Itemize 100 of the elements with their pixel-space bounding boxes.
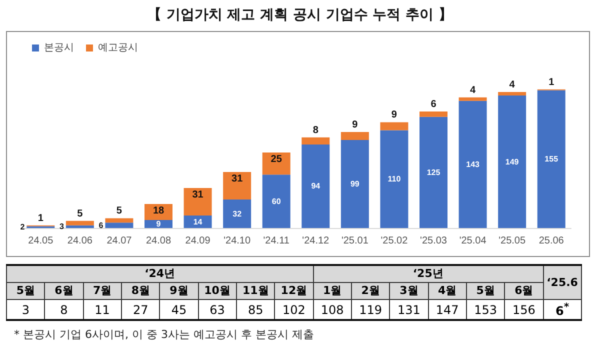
text: 45 [160,300,198,320]
text: 131 [390,300,428,320]
bar [498,96,526,228]
chart-title: 【 기업가치 제고 계획 공시 기업수 누적 추이 】 [146,6,454,24]
bar [105,218,134,223]
text: 6월 [44,282,84,300]
text: 102 [274,300,314,320]
bar [144,220,172,228]
text: 5월 [466,282,505,300]
data-label: 18 [152,206,164,216]
x-tick-label: 24.05 [28,236,54,246]
data-label: 14 [193,217,203,226]
text: 12월 [274,282,314,300]
text: 3월 [390,282,428,300]
x-tick-label: 24.09 [185,236,211,246]
bar [223,172,252,200]
data-label: 149 [505,157,520,166]
text: 3 [6,300,45,320]
data-label: 32 [232,209,242,218]
data-label: 5 [116,206,122,217]
bar [262,174,290,228]
text: 8월 [121,282,160,300]
bar [184,216,212,228]
text: 11 [83,300,122,320]
text: 5월 [6,282,45,300]
bar [380,130,408,228]
bar [184,188,212,216]
data-label: 5 [77,208,84,220]
x-tick-label: '24.10 [224,236,251,246]
bar [458,97,487,101]
data-label: 9 [352,120,358,130]
text: 11월 [236,282,275,300]
bar [537,90,566,228]
x-tick-label: '24.11 [263,236,290,246]
data-label: 143 [466,160,480,169]
x-tick-label: '25.01 [341,236,369,246]
text: 1월 [313,282,352,300]
text: * 본공시 기업 6사이며, 이 중 3사는 예고공시 후 본공시 제출 [14,327,314,342]
data-label: 110 [388,174,402,184]
bar [66,225,94,228]
legend-label: 예고공시 [98,42,138,54]
data-label: 3 [59,222,64,232]
text: 27 [121,300,160,320]
bar [498,92,526,96]
data-label: 9 [156,220,162,228]
bar [66,220,94,226]
data-label: 8 [312,124,319,136]
text: 9월 [160,282,198,300]
bar [223,200,252,228]
data-label: 31 [192,190,204,200]
text: 10월 [198,282,236,300]
data-label: 155 [544,154,559,164]
x-tick-label: '25.05 [498,236,526,246]
text: 153 [466,300,505,320]
data-label: 60 [272,196,282,206]
text: 85 [236,300,275,320]
text: 8 [44,300,84,320]
text: 156 [504,300,544,320]
bar [105,222,134,228]
data-label: 25 [270,154,282,165]
bar [302,137,330,144]
legend-label: 본공시 [44,42,74,54]
x-tick-label: 24.08 [146,236,172,246]
text: ‘25년 [313,265,544,282]
data-label: 2 [20,222,26,232]
text: 63 [198,300,236,320]
x-tick-label: 24.06 [67,236,93,246]
text: 119 [351,300,390,320]
x-tick-label: '24.12 [302,236,330,246]
text: 7월 [83,282,122,300]
text: 2월 [351,282,390,300]
bar [420,116,448,228]
text: ‘25.6 [543,265,582,300]
x-tick-label: '25.03 [420,236,448,246]
data-label: 6 [98,220,104,230]
data-label: 125 [426,168,441,177]
data-label: 31 [232,174,244,184]
x-tick-label: '25.02 [380,236,408,246]
bar [420,112,448,117]
data-label: 94 [311,182,321,191]
text: 6$^{*}$ [543,300,582,320]
data-label: 1 [38,212,44,224]
bar [340,140,369,228]
data-label: 1 [548,76,555,88]
data-label: 4 [470,84,476,96]
text: 147 [428,300,466,320]
bar [262,152,290,175]
data-label: 99 [350,180,360,188]
x-tick-label: '25.04 [459,236,487,246]
text: 6월 [504,282,544,300]
text: 108 [313,300,352,320]
text: ‘24년 [6,265,314,282]
data-label: 9 [391,110,398,121]
x-tick-label: 24.07 [106,236,132,246]
bar [302,144,330,228]
bar [458,100,487,228]
bar [380,122,408,130]
data-label: 4 [509,80,516,90]
bar [340,132,369,140]
x-tick-label: 25.06 [538,236,564,246]
